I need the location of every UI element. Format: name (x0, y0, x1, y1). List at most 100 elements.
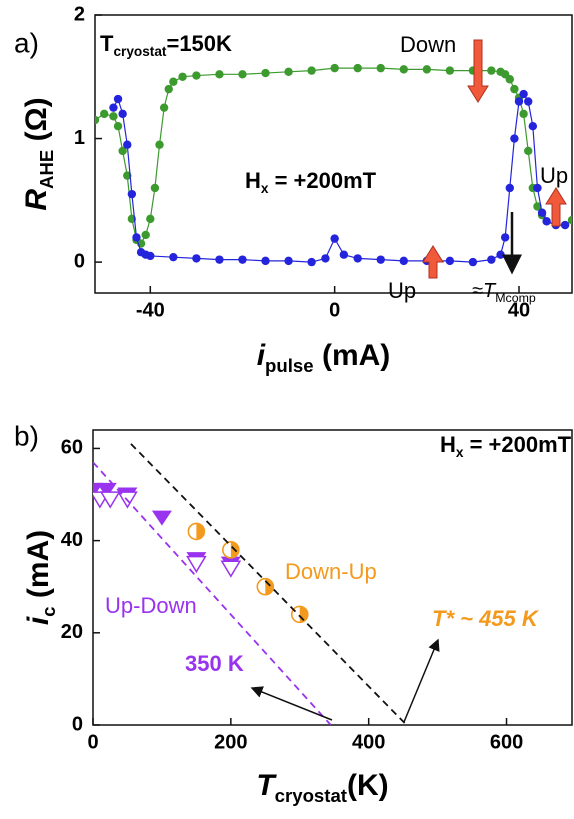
data-point (178, 72, 187, 81)
text-part: T (256, 769, 277, 802)
text-part: =150K (166, 31, 232, 56)
data-point (169, 77, 178, 86)
x-tick-label: 0 (329, 299, 340, 321)
data-point (560, 220, 570, 230)
data-point (261, 256, 270, 266)
data-point (109, 112, 118, 121)
text-part: (K) (347, 769, 389, 802)
text-part: = +200mT (463, 432, 571, 457)
data-point (109, 103, 118, 112)
text-part: (Ω) (20, 97, 53, 149)
spin-arrow (422, 245, 444, 279)
data-point (187, 522, 206, 541)
data-point (528, 122, 538, 131)
data-point (132, 233, 141, 242)
text-part: i (22, 616, 55, 625)
data-point (514, 97, 524, 106)
pointer-arrow (250, 686, 333, 721)
data-point (93, 482, 103, 498)
data-point (487, 255, 496, 264)
data-point (155, 140, 164, 149)
data-point (284, 256, 293, 266)
pointer-arrow (403, 638, 440, 723)
text-part: cryostat (113, 44, 166, 59)
annotation: ≈TMcomp (472, 280, 536, 305)
text-part: R (20, 189, 53, 211)
y-tick-label: 20 (61, 621, 83, 643)
data-point (284, 67, 293, 77)
data-point (353, 254, 362, 263)
data-point (127, 189, 137, 199)
annotation: Hx = +200mT (440, 432, 572, 460)
panel-label: a) (14, 27, 39, 58)
text-part: pulse (265, 355, 314, 376)
y-tick-label: 0 (72, 713, 83, 735)
text-part: = +200mT (268, 168, 376, 193)
data-point (159, 103, 169, 112)
data-point (100, 109, 109, 119)
data-point (238, 70, 247, 79)
data-point (146, 214, 155, 224)
data-point (307, 66, 316, 75)
plot-area (93, 443, 408, 725)
text-part: H (440, 432, 456, 457)
data-point (222, 541, 240, 559)
data-point (510, 134, 519, 143)
data-point (376, 255, 385, 264)
x-tick-label: 400 (352, 731, 385, 753)
text-part: (mA) (314, 339, 391, 372)
panel-label: b) (14, 420, 39, 451)
spin-arrow (545, 187, 567, 227)
text-part: x (456, 445, 464, 460)
data-point (118, 109, 127, 119)
data-point (468, 257, 478, 267)
data-point (376, 63, 385, 73)
data-point (487, 66, 496, 75)
annotation: Hx = +200mT (245, 168, 377, 196)
data-point (510, 84, 519, 94)
text-part: i (257, 339, 266, 372)
data-point (220, 560, 242, 578)
data-point (141, 230, 150, 240)
data-point (519, 89, 528, 99)
x-tick-label: 40 (508, 299, 530, 321)
x-tick-label: 0 (87, 731, 98, 753)
data-point (118, 146, 127, 156)
data-point (261, 68, 270, 78)
data-point (399, 256, 408, 266)
y-tick-label: 60 (61, 437, 83, 459)
fit-line (130, 443, 408, 725)
x-tick-label: -40 (136, 299, 165, 321)
data-point (353, 63, 362, 73)
data-point (113, 122, 123, 131)
y-tick-label: 2 (74, 3, 85, 25)
annotation: Down (400, 32, 456, 57)
annotation: Up (540, 163, 568, 188)
data-point (307, 257, 316, 267)
text-part: x (261, 181, 269, 196)
plot-frame (92, 429, 573, 726)
data-point (330, 234, 339, 243)
data-point (192, 71, 201, 80)
data-point (123, 140, 132, 149)
data-point (186, 555, 207, 574)
data-point (256, 577, 275, 596)
x-axis-label: ipulse (mA) (257, 339, 391, 376)
data-point (321, 254, 330, 263)
data-point (445, 66, 455, 75)
text-part: (mA) (22, 530, 55, 607)
y-tick-label: 1 (74, 127, 85, 149)
data-point (113, 94, 123, 104)
data-point (290, 605, 309, 624)
x-tick-label: 600 (490, 731, 523, 753)
series-label: Down-Up (285, 559, 377, 584)
y-axis-label: RAHE (Ω) (20, 97, 57, 210)
plot-area (95, 63, 572, 267)
data-point (399, 65, 408, 74)
data-point (542, 217, 551, 226)
data-point (330, 63, 339, 73)
y-tick-label: 0 (74, 250, 85, 272)
x-axis-label: Tcryostat(K) (256, 769, 388, 806)
data-point (238, 255, 247, 264)
